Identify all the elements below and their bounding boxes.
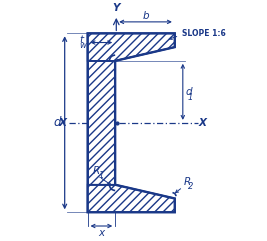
Text: b: b bbox=[142, 11, 149, 21]
Polygon shape bbox=[88, 61, 115, 185]
Polygon shape bbox=[88, 33, 175, 61]
Text: x: x bbox=[98, 228, 104, 238]
Text: 1: 1 bbox=[98, 171, 104, 180]
Text: Y: Y bbox=[113, 3, 120, 13]
Text: 1: 1 bbox=[188, 93, 193, 102]
Text: w: w bbox=[80, 41, 87, 50]
Text: t: t bbox=[79, 35, 83, 45]
Polygon shape bbox=[88, 185, 175, 212]
Text: X: X bbox=[199, 118, 207, 128]
Text: 2: 2 bbox=[188, 182, 193, 191]
Text: X: X bbox=[59, 118, 67, 128]
Text: SLOPE 1:6: SLOPE 1:6 bbox=[182, 29, 225, 38]
Text: R: R bbox=[93, 166, 100, 176]
Text: d: d bbox=[54, 116, 61, 129]
Text: R: R bbox=[184, 177, 191, 187]
Text: d: d bbox=[185, 87, 192, 97]
